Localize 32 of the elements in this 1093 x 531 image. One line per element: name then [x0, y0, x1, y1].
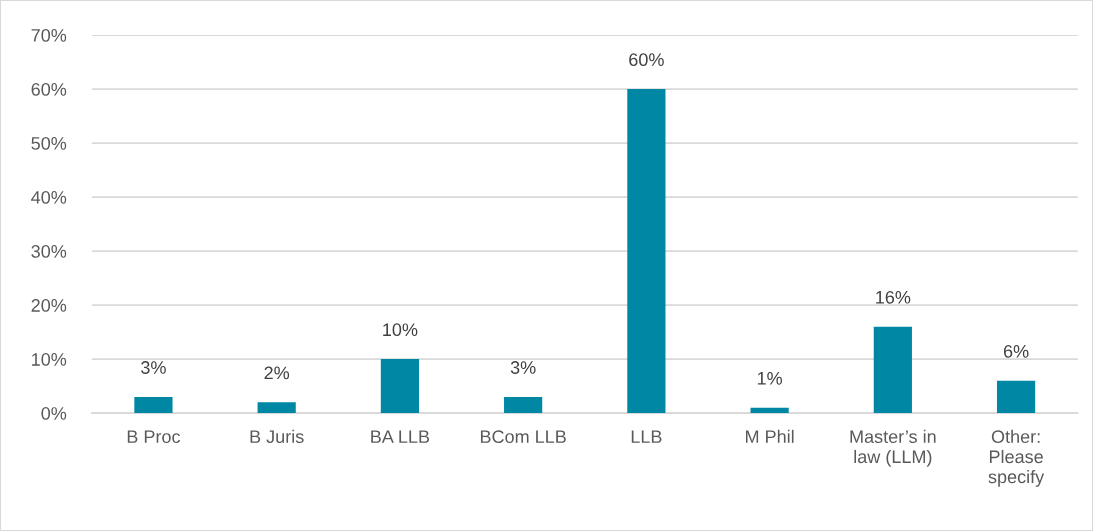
data-label: 60%	[629, 53, 664, 67]
bar	[257, 402, 296, 414]
x-tick-label: B Juris	[250, 429, 304, 444]
data-label: 1%	[757, 372, 783, 385]
x-tick-label: Master’s in law (LLM)	[850, 429, 936, 467]
data-label: 3%	[141, 361, 166, 374]
y-tick-label: 0%	[41, 407, 67, 420]
y-tick-label: 60%	[31, 82, 67, 96]
data-label: 16%	[876, 290, 911, 304]
bar	[627, 89, 666, 414]
y-tick-label: 40%	[31, 191, 67, 204]
bar	[873, 326, 912, 414]
data-label: 3%	[510, 361, 536, 374]
x-tick-label: Other: Please specify	[988, 429, 1045, 487]
x-tick-label: LLB	[631, 430, 662, 443]
bar	[134, 396, 173, 414]
x-tick-label: BA LLB	[371, 430, 430, 443]
bar	[504, 396, 543, 414]
x-tick-label: B Proc	[127, 430, 181, 444]
y-tick-label: 20%	[31, 299, 67, 312]
data-label: 10%	[383, 323, 418, 337]
x-tick-label: BCom LLB	[480, 430, 566, 444]
y-tick-label: 50%	[31, 137, 67, 150]
y-tick-label: 70%	[31, 28, 67, 42]
data-label: 6%	[1003, 344, 1029, 358]
y-tick-label: 30%	[31, 245, 67, 258]
y-tick-label: 10%	[32, 353, 67, 366]
bar	[380, 359, 419, 414]
bar	[750, 407, 789, 414]
data-label: 2%	[264, 366, 290, 380]
bar	[996, 380, 1036, 414]
x-tick-label: M Phil	[746, 429, 794, 443]
